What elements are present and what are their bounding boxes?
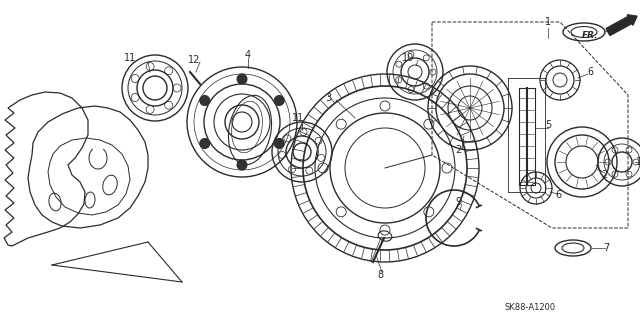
Text: 2: 2 xyxy=(455,145,461,155)
Text: 10: 10 xyxy=(402,53,414,63)
Text: 10: 10 xyxy=(636,157,640,167)
Text: 6: 6 xyxy=(587,67,593,77)
Circle shape xyxy=(237,160,247,170)
Text: 2: 2 xyxy=(601,170,607,180)
Text: 3: 3 xyxy=(325,93,331,103)
Text: 5: 5 xyxy=(545,120,551,130)
Circle shape xyxy=(274,95,284,106)
Text: 7: 7 xyxy=(611,25,617,35)
Circle shape xyxy=(274,138,284,149)
Circle shape xyxy=(237,74,247,84)
Text: 8: 8 xyxy=(377,270,383,280)
Text: SK88-A1200: SK88-A1200 xyxy=(504,303,556,313)
Text: 11: 11 xyxy=(292,113,304,123)
Circle shape xyxy=(200,138,210,149)
Text: 9: 9 xyxy=(455,197,461,207)
Text: 4: 4 xyxy=(245,50,251,60)
Text: 6: 6 xyxy=(555,190,561,200)
Text: 7: 7 xyxy=(603,243,609,253)
Text: 12: 12 xyxy=(188,55,200,65)
Circle shape xyxy=(200,95,210,106)
Text: 11: 11 xyxy=(124,53,136,63)
FancyArrow shape xyxy=(606,15,637,35)
Text: FR.: FR. xyxy=(582,32,598,41)
Text: 1: 1 xyxy=(545,17,551,27)
